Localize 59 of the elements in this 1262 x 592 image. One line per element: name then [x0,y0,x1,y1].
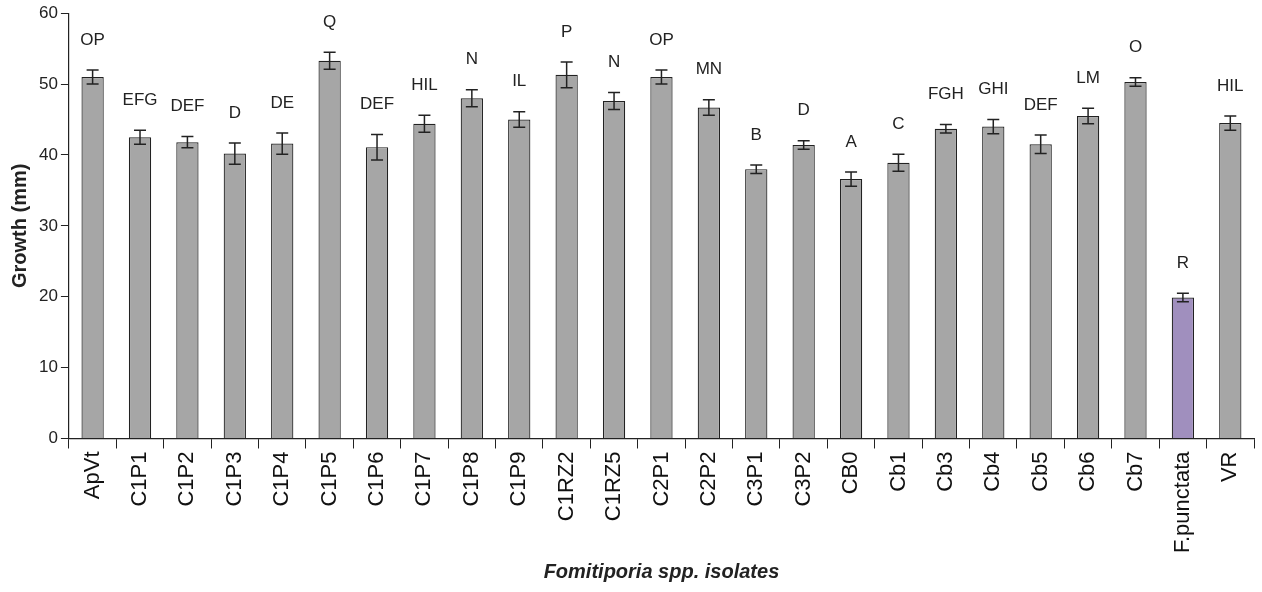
annotation: HIL [1217,75,1244,95]
annotation: HIL [411,74,438,94]
y-tick-label: 0 [48,428,58,448]
x-tick-label: Cb4 [979,451,1005,492]
x-tick-label: C1P6 [363,451,389,507]
annotation: EFG [122,89,158,109]
x-tick-label: C1P5 [315,451,341,507]
x-tick-label: C1P8 [457,451,483,507]
annotation: N [465,49,478,69]
y-tick-label: 30 [38,215,58,235]
x-axis-title: Fomitiporia spp. isolates [543,559,780,582]
annotation: B [750,124,762,144]
x-tick-label: C1P1 [126,451,152,507]
x-tick-label: C1P3 [220,451,246,507]
y-tick-label: 10 [38,357,58,377]
y-tick-label: 40 [38,144,58,164]
x-tick-label: C2P2 [694,451,720,507]
x-tick-label: C1P2 [173,451,199,507]
annotation: O [1128,37,1143,57]
x-tick-label: Cb5 [1026,451,1052,492]
annotation: A [845,131,858,151]
x-tick-label: C1RZ2 [552,451,578,522]
x-tick-label: CB0 [837,451,863,495]
x-tick-label: C3P1 [742,451,768,507]
x-tick-label: C1RZ5 [600,451,626,522]
y-tick-label: 20 [38,286,58,306]
annotation: DEF [170,96,205,116]
x-tick-label: Cb1 [884,451,910,492]
x-tick-label: Cb7 [1121,451,1147,492]
annotation: N [607,52,621,72]
x-tick-label: C1P9 [505,451,531,507]
annotation: D [228,102,241,122]
x-tick-label: F.punctata [1168,450,1194,553]
y-axis-title: Growth (mm) [7,163,30,289]
annotation: Q [323,11,337,31]
annotation: FGH [927,84,964,104]
annotation: MN [695,59,723,79]
annotation: R [1176,252,1190,272]
annotation: GHI [978,79,1009,99]
x-tick-label: Cb6 [1074,451,1100,492]
x-tick-label: ApVt [78,451,104,500]
x-tick-label: C3P2 [789,451,815,507]
x-tick-label: C2P1 [647,451,673,507]
annotation: D [797,100,810,120]
annotation: C [892,113,905,133]
y-tick-label: 60 [38,2,58,22]
annotation: DEF [360,94,395,114]
annotation: OP [649,29,674,49]
x-tick-label: C1P4 [268,451,294,507]
annotation: IL [512,71,527,91]
annotation: OP [80,29,105,49]
annotation: LM [1076,67,1100,87]
y-tick-label: 50 [38,73,58,93]
annotation: P [560,21,573,41]
x-tick-label: C1P7 [410,451,436,507]
annotation: DE [270,92,295,112]
x-tick-label: Cb3 [931,451,957,492]
annotation: DEF [1023,94,1058,114]
x-tick-label: VR [1216,451,1242,483]
